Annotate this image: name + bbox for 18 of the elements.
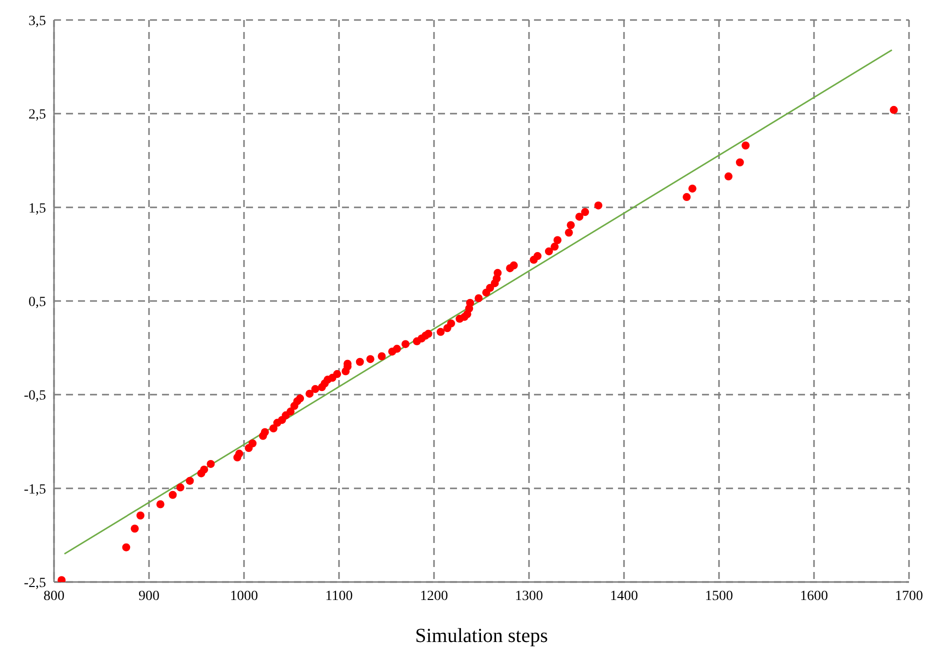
y-tick-label: 3,5 <box>28 14 46 29</box>
x-tick-label: 1000 <box>230 588 258 604</box>
x-tick-label: 900 <box>138 588 160 604</box>
x-tick-label: 1100 <box>325 588 353 604</box>
y-tick-label: 0,5 <box>28 294 46 310</box>
x-tick-label: 1300 <box>515 588 543 604</box>
x-tick-label: 1600 <box>800 588 828 604</box>
x-tick-label: 1500 <box>705 588 733 604</box>
y-tick-label: 1,5 <box>28 201 46 216</box>
y-tick-label: -0,5 <box>24 388 46 404</box>
y-tick-label: -2,5 <box>24 576 46 591</box>
y-tick-label: -1,5 <box>24 482 46 498</box>
x-tick-label: 1400 <box>610 588 638 604</box>
y-tick-label: 2,5 <box>28 108 46 123</box>
x-tick-label: 1200 <box>420 588 448 604</box>
x-tick-label: 800 <box>44 588 64 604</box>
x-tick-label: 1700 <box>895 588 923 604</box>
x-axis-title: Simulation steps <box>415 625 548 647</box>
